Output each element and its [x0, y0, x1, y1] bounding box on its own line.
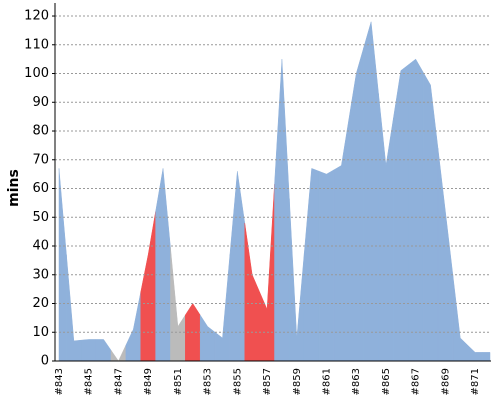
x-tick-label: #853 — [203, 368, 214, 395]
x-tick-label: #863 — [351, 368, 362, 395]
area-segment — [110, 345, 127, 362]
x-tick-label: #855 — [232, 368, 243, 395]
y-tick-label: 20 — [32, 296, 49, 311]
area-segment — [482, 352, 491, 362]
area-segment — [437, 148, 454, 362]
area-segment — [81, 339, 97, 362]
area-segment — [408, 58, 424, 362]
area-segment — [66, 254, 82, 362]
area-segment — [378, 93, 394, 362]
x-tick-label: #871 — [470, 368, 481, 395]
x-tick-label: #843 — [54, 368, 65, 395]
x-tick-label: #861 — [322, 368, 333, 395]
y-tick-label: 110 — [24, 37, 49, 52]
x-tick-label: #851 — [173, 368, 184, 395]
area-segment — [363, 21, 379, 362]
area-segment — [170, 247, 186, 362]
area-segment — [333, 119, 350, 362]
y-tick-label: 0 — [41, 354, 49, 369]
x-tick-label: #845 — [84, 368, 95, 395]
x-tick-label: #847 — [113, 368, 124, 395]
area-segment — [244, 222, 260, 362]
area-segment — [274, 59, 290, 362]
x-tick-label: #867 — [411, 368, 422, 395]
x-tick-label: #859 — [292, 368, 303, 395]
y-tick-label: 120 — [24, 9, 49, 24]
y-tick-label: 50 — [32, 210, 49, 225]
area-segment — [467, 344, 483, 362]
area-segment — [140, 211, 156, 362]
x-tick-label: #865 — [381, 368, 392, 395]
x-tick-label: #869 — [440, 368, 451, 395]
area-segment — [348, 47, 364, 362]
area-segment — [214, 254, 231, 362]
y-tick-label: 80 — [32, 124, 49, 139]
area-segment — [125, 291, 141, 362]
area-segment — [393, 64, 409, 362]
y-tick-label: 10 — [32, 325, 49, 340]
y-tick-label: 90 — [32, 95, 49, 110]
area-segment — [259, 184, 275, 362]
y-tick-label: 100 — [24, 66, 49, 81]
area-segment — [95, 339, 112, 362]
x-tick-label: #849 — [143, 368, 154, 395]
area-segment — [452, 274, 468, 362]
y-axis-label: mins — [6, 169, 22, 207]
y-tick-label: 40 — [32, 239, 49, 254]
y-tick-label: 30 — [32, 267, 49, 282]
y-tick-label: 70 — [32, 152, 49, 167]
y-tick-label: 60 — [32, 181, 49, 196]
area-segment — [199, 314, 216, 362]
area-segment — [422, 71, 439, 362]
x-tick-label: #857 — [262, 368, 273, 395]
area-segment — [289, 198, 305, 362]
